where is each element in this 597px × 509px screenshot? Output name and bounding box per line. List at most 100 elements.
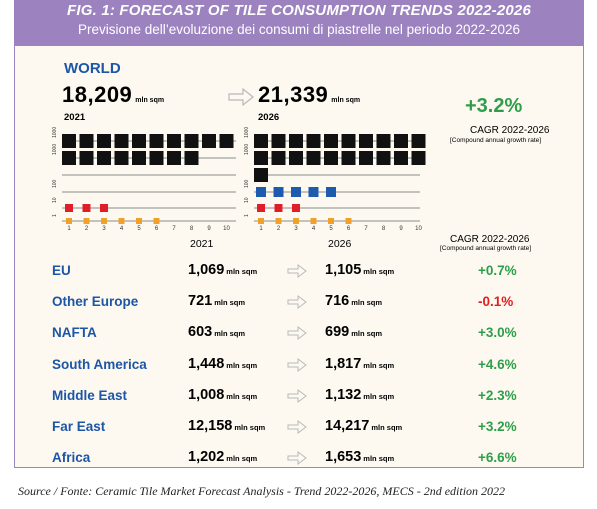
unit-square-2026-thousands-1-0 (254, 151, 268, 165)
arrow-icon (287, 326, 307, 341)
region-name: Far East (52, 419, 106, 434)
value-2026: 699 mln sqm (325, 324, 382, 340)
unit-square-2026-thousands-0-8 (394, 134, 408, 148)
world-label: WORLD (64, 60, 121, 77)
unit-square-2021-thousands-1-3 (114, 151, 129, 165)
x-tick-2021-3: 4 (120, 226, 124, 232)
x-tick-2026-2: 3 (294, 226, 298, 232)
value-2026-unit: mln sqm (363, 391, 395, 401)
value-2026-unit: mln sqm (371, 423, 403, 432)
unit-square-2026-thousands-0-2 (289, 134, 303, 148)
world-value-2026-number: 21,339 (258, 82, 329, 107)
value-2026-number: 1,105 (325, 262, 362, 278)
column-header-cagr: CAGR 2022-2026 (450, 234, 530, 245)
arrow-shape (287, 326, 307, 341)
world-value-2021: 18,209 mln sqm (62, 82, 164, 108)
row-scale-label-2026-3: 10 (244, 197, 250, 203)
x-tick-2021-1: 2 (85, 226, 89, 232)
value-2026-unit: mln sqm (363, 267, 395, 276)
value-2021-unit: mln sqm (226, 360, 258, 370)
cagr-value: +0.7% (478, 263, 517, 278)
row-scale-label-2021-0: 1000 (52, 127, 58, 138)
value-2026: 1,817 mln sqm (325, 356, 394, 372)
unit-square-2026-thousands-0-6 (359, 134, 373, 148)
row-scale-label-2021-1: 1000 (52, 144, 58, 155)
value-2021: 1,448 mln sqm (188, 356, 257, 372)
column-header-2021: 2021 (190, 238, 214, 250)
value-2021-unit: mln sqm (214, 298, 246, 308)
unit-square-2026-units-5-5 (345, 218, 352, 224)
region-name: EU (52, 263, 71, 278)
x-tick-2026-8: 9 (399, 226, 403, 232)
arrow-shape (287, 264, 307, 278)
world-value-2026: 21,339 mln sqm (258, 82, 360, 108)
cagr-value: +6.6% (478, 450, 517, 466)
unit-square-2021-thousands-0-2 (97, 134, 111, 148)
row-scale-label-2026-1: 1000 (244, 144, 250, 155)
arrow-shape (287, 420, 307, 434)
arrow-icon (287, 357, 307, 372)
cagr-value: -0.1% (478, 294, 514, 310)
value-2021-unit: mln sqm (226, 267, 258, 276)
value-2026: 14,217 mln sqm (325, 418, 402, 434)
value-2021-unit: mln sqm (234, 423, 266, 432)
arrow-icon (287, 388, 307, 403)
unit-square-2021-thousands-0-0 (62, 134, 76, 148)
region-name: Middle East (52, 387, 128, 403)
value-2021-number: 1,008 (188, 386, 225, 403)
unit-square-2021-thousands-1-5 (149, 151, 164, 165)
region-name: Africa (52, 450, 91, 466)
row-scale-label-2021-3: 10 (52, 197, 58, 203)
unit-square-2026-hundreds-3-4 (326, 187, 336, 197)
value-2021: 1,008 mln sqm (188, 387, 257, 403)
unit-square-2021-thousands-0-3 (114, 134, 129, 148)
value-2021: 12,158 mln sqm (188, 418, 265, 434)
unit-square-2026-thousands-0-5 (341, 134, 356, 148)
unit-square-2026-thousands-0-9 (411, 134, 426, 148)
arrow-icon (287, 451, 307, 466)
world-arrow-icon (228, 88, 254, 106)
unit-square-2026-thousands-1-9 (411, 151, 426, 165)
arrow-shape (287, 357, 307, 372)
value-2021: 603 mln sqm (188, 324, 245, 340)
row-scale-label-2026-0: 1000 (244, 127, 250, 138)
value-2021-number: 721 (188, 293, 213, 310)
x-tick-2021-4: 5 (137, 226, 141, 232)
unit-square-2026-tens-4-2 (292, 204, 300, 212)
value-2026-number: 1,132 (325, 386, 362, 403)
x-tick-2021-0: 1 (67, 226, 71, 232)
arrow-shape (287, 451, 307, 466)
world-unit-2021: mln sqm (135, 97, 165, 104)
unit-square-2026-thousands-1-3 (306, 151, 321, 165)
unit-square-2026-hundreds-3-3 (308, 187, 319, 197)
world-cagr-sublabel: [Compound annual growth rate] (450, 137, 542, 144)
x-tick-2021-7: 8 (190, 226, 194, 232)
unit-square-2021-thousands-0-1 (79, 134, 94, 148)
arrow-icon (287, 420, 307, 434)
figure-header: FIG. 1: FORECAST OF TILE CONSUMPTION TRE… (14, 0, 584, 46)
unit-square-2021-units-5-4 (136, 218, 142, 224)
x-tick-2026-6: 7 (364, 226, 368, 232)
unit-square-2021-tens-4-0 (65, 204, 73, 212)
unit-square-2026-hundreds-3-1 (273, 187, 284, 197)
arrow-icon (287, 295, 307, 310)
region-name: Other Europe (52, 294, 139, 310)
value-2026: 716 mln sqm (325, 293, 382, 309)
figure-body (15, 46, 583, 467)
unit-square-2026-units-5-2 (293, 218, 299, 224)
value-2026-unit: mln sqm (351, 329, 383, 339)
unit-square-2026-units-5-3 (310, 218, 317, 224)
x-tick-2026-9: 10 (415, 226, 422, 232)
unit-square-2021-thousands-1-0 (62, 151, 76, 165)
unit-square-2021-units-5-3 (118, 218, 125, 224)
x-tick-2021-9: 10 (223, 226, 230, 232)
unit-square-2021-units-5-0 (66, 218, 72, 224)
world-cagr-value: +3.2% (465, 95, 523, 117)
value-2021: 721 mln sqm (188, 293, 245, 309)
world-value-2021-number: 18,209 (62, 82, 133, 107)
unit-square-2026-thousands-1-5 (341, 151, 356, 165)
column-header-2026: 2026 (328, 238, 352, 250)
unit-square-2021-thousands-1-2 (97, 151, 111, 165)
value-2021-number: 12,158 (188, 418, 233, 434)
